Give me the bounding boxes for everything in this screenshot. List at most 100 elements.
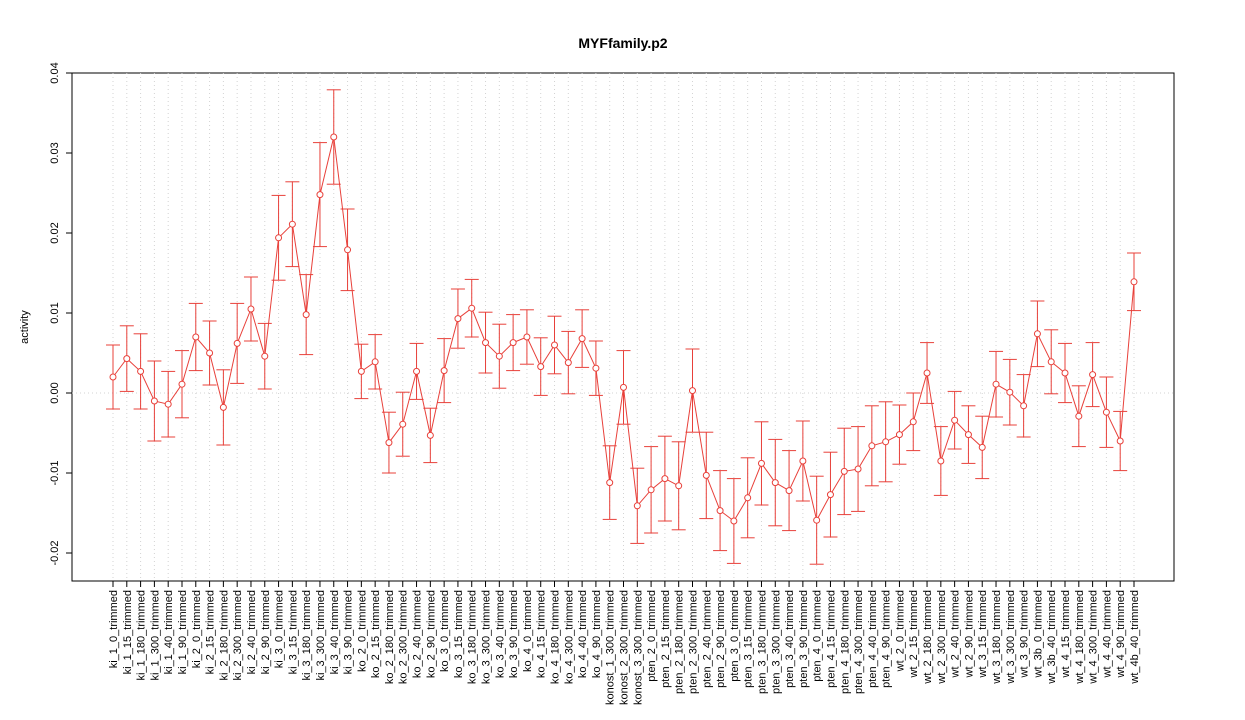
point: [1020, 402, 1028, 410]
point: [137, 367, 145, 375]
point: [675, 482, 683, 490]
x-tick-label: wt_3b_40_trimmed: [1046, 590, 1058, 685]
point: [537, 363, 545, 371]
x-tick-label: pten_4_15_trimmed: [825, 590, 837, 688]
point: [275, 234, 283, 242]
point: [813, 516, 821, 524]
x-tick-label: konost_1_300_trimmed: [605, 590, 617, 705]
point: [468, 304, 476, 312]
x-tick-label: ki_3_90_trimmed: [343, 590, 355, 674]
x-tick-label: wt_4_40_trimmed: [1101, 590, 1113, 678]
x-tick-label: ki_3_40_trimmed: [329, 590, 341, 674]
x-tick-label: ki_3_15_trimmed: [287, 590, 299, 674]
x-tick-label: wt_2_0_trimmed: [894, 590, 906, 672]
x-tick-label: ki_1_15_trimmed: [122, 590, 134, 674]
point: [978, 443, 986, 451]
x-tick-label: wt_4_300_trimmed: [1088, 590, 1100, 685]
x-tick-label: wt_4b_40_trimmed: [1129, 590, 1141, 685]
x-tick-label: ko_4_15_trimmed: [536, 590, 548, 678]
point: [1061, 369, 1069, 377]
x-tick-label: wt_3_300_trimmed: [1005, 590, 1017, 685]
x-tick-label: konost_3_300_trimmed: [632, 590, 644, 705]
x-tick-label: ki_1_0_trimmed: [108, 590, 120, 668]
point: [702, 471, 710, 479]
x-tick-label: wt_4_15_trimmed: [1060, 590, 1072, 678]
x-tick-label: wt_3_15_trimmed: [977, 590, 989, 678]
x-tick-label: ko_2_300_trimmed: [398, 590, 410, 684]
point: [840, 467, 848, 475]
x-tick-label: wt_3b_0_trimmed: [1032, 590, 1044, 678]
point: [730, 517, 738, 525]
point: [688, 387, 696, 395]
point: [606, 479, 614, 487]
x-tick-label: pten_3_90_trimmed: [798, 590, 810, 688]
x-tick-label: ko_3_0_trimmed: [439, 590, 451, 672]
point: [413, 367, 421, 375]
x-tick-label: pten_2_0_trimmed: [646, 590, 658, 682]
x-tick-label: pten_3_180_trimmed: [756, 590, 768, 694]
x-tick-label: wt_2_180_trimmed: [922, 590, 934, 685]
x-tick-label: wt_2_300_trimmed: [936, 590, 948, 685]
x-tick-label: ko_4_180_trimmed: [550, 590, 562, 684]
point: [385, 439, 393, 447]
point: [826, 491, 834, 499]
point: [109, 373, 117, 381]
point: [523, 333, 531, 341]
point: [399, 420, 407, 428]
y-tick-label: -0.01: [49, 460, 61, 485]
chart-title: MYFfamily.p2: [578, 35, 667, 51]
x-tick-label: ko_4_300_trimmed: [563, 590, 575, 684]
x-tick-label: wt_3_180_trimmed: [991, 590, 1003, 685]
x-tick-label: ko_3_300_trimmed: [481, 590, 493, 684]
point: [1047, 358, 1055, 366]
point: [330, 133, 338, 141]
point: [951, 416, 959, 424]
point: [1006, 388, 1014, 396]
point: [1089, 371, 1097, 379]
point: [302, 311, 310, 319]
point: [923, 369, 931, 377]
x-tick-label: ki_2_300_trimmed: [232, 590, 244, 681]
y-tick-label: 0.04: [49, 62, 61, 83]
point: [992, 380, 1000, 388]
x-tick-label: ki_2_15_trimmed: [205, 590, 217, 674]
point: [150, 397, 158, 405]
y-axis-label: activity: [19, 310, 31, 344]
point: [744, 494, 752, 502]
y-tick-label: 0.00: [49, 382, 61, 403]
point: [206, 349, 214, 357]
x-tick-label: ko_3_90_trimmed: [508, 590, 520, 678]
x-tick-label: ko_2_40_trimmed: [412, 590, 424, 678]
point: [633, 502, 641, 510]
point: [854, 465, 862, 473]
point: [316, 191, 324, 199]
point: [371, 358, 379, 366]
point: [247, 305, 255, 313]
x-tick-label: ko_2_0_trimmed: [356, 590, 368, 672]
x-tick-label: pten_3_300_trimmed: [770, 590, 782, 694]
x-tick-label: ko_3_40_trimmed: [494, 590, 506, 678]
point: [261, 352, 269, 360]
x-tick-label: pten_4_0_trimmed: [812, 590, 824, 682]
point: [440, 367, 448, 375]
point: [192, 333, 200, 341]
point: [1033, 330, 1041, 338]
point: [454, 315, 462, 323]
x-tick-label: pten_4_180_trimmed: [839, 590, 851, 694]
point: [233, 339, 241, 347]
x-tick-label: ko_2_90_trimmed: [425, 590, 437, 678]
y-tick-label: 0.01: [49, 302, 61, 323]
point: [785, 487, 793, 495]
point: [716, 507, 724, 515]
x-tick-label: wt_4_90_trimmed: [1115, 590, 1127, 678]
point: [344, 246, 352, 254]
x-tick-label: ko_3_15_trimmed: [453, 590, 465, 678]
point: [357, 367, 365, 375]
point: [771, 479, 779, 487]
point: [578, 335, 586, 343]
x-tick-label: ki_1_300_trimmed: [149, 590, 161, 681]
x-tick-label: pten_3_40_trimmed: [784, 590, 796, 688]
x-tick-label: ko_3_180_trimmed: [467, 590, 479, 684]
point: [564, 359, 572, 367]
